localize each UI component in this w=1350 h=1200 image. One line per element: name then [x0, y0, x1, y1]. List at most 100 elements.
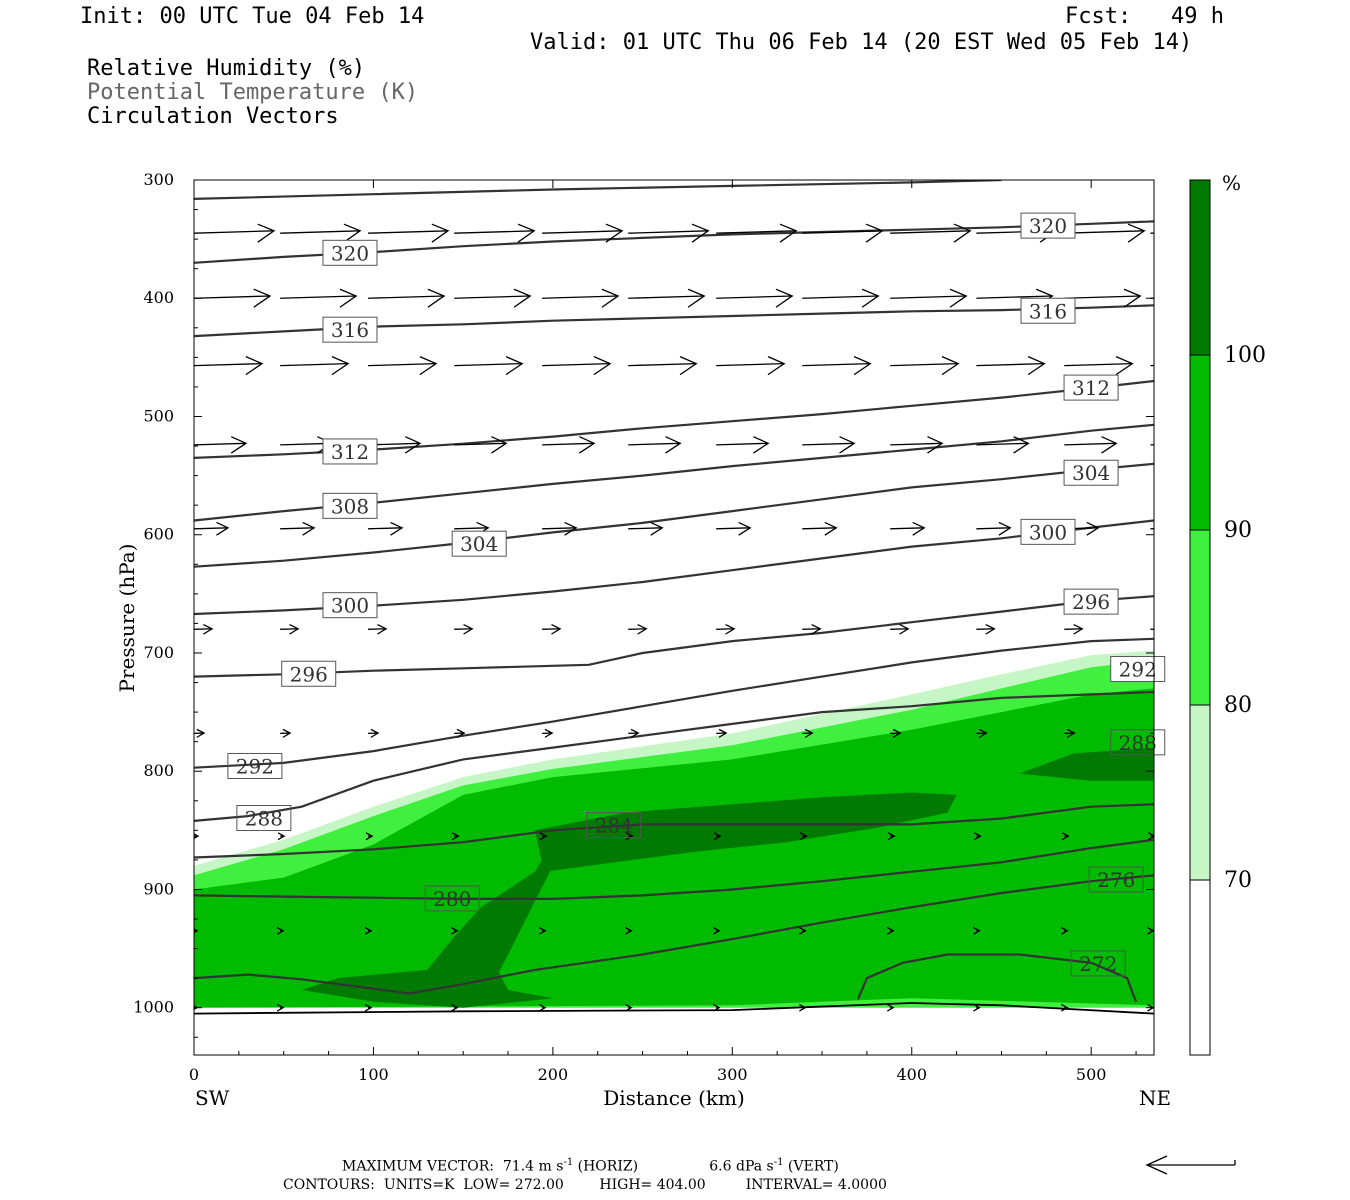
wind-vector-5-7 [802, 623, 822, 635]
wind-vector-head [289, 623, 300, 635]
wind-vector-head [203, 623, 214, 635]
x-end-label-left: SW [195, 1086, 230, 1110]
contours-low-label: LOW= [463, 1177, 511, 1193]
wind-vector-head [194, 833, 200, 840]
wind-vector-head [1210, 289, 1226, 307]
colorbar-label-90: 90 [1224, 518, 1252, 543]
wind-vector-0-2 [368, 223, 450, 243]
wind-vector-head [450, 926, 459, 935]
wind-vector-head [861, 288, 880, 308]
wind-vector-6-8 [890, 728, 902, 738]
colorbar-label-80: 80 [1224, 693, 1252, 718]
horiz-unit: m s [538, 1158, 564, 1175]
wind-vector-head [1101, 436, 1118, 454]
wind-vector-3-10 [1064, 436, 1118, 454]
wind-vector-shaft [1064, 230, 1145, 234]
wind-vector-shaft [1150, 628, 1154, 630]
wind-vector-1-11 [1150, 289, 1226, 307]
max-vector-line: MAXIMUM VECTOR: 71.4 m s-1 (HORIZ) 6.6 d… [342, 1157, 839, 1175]
wind-vector-9-5 [624, 1003, 633, 1012]
wind-vector-1-10 [1064, 288, 1142, 308]
colorbar-unit: % [1222, 171, 1241, 195]
colorbar: 70 80 90 100% [1189, 171, 1266, 1056]
wind-vector-4-4 [542, 521, 578, 536]
theta-label-276-a: 276 [1088, 866, 1144, 893]
wind-vector-shaft [802, 442, 855, 446]
wind-vector-shaft [454, 362, 523, 367]
wind-vector-head [377, 623, 388, 635]
wind-vector-5-9 [976, 623, 996, 635]
colorbar-segment-2 [1190, 530, 1210, 705]
colorbar-label-100: 100 [1224, 343, 1266, 368]
wind-vector-head [973, 926, 981, 935]
wind-vector-shaft [1064, 295, 1141, 299]
wind-vector-head [712, 1003, 721, 1012]
theta-label-text: 316 [331, 318, 369, 342]
wind-vector-9-6 [712, 1003, 721, 1012]
wind-vector-7-10 [1061, 832, 1070, 841]
rh-band-100-region-2 [1019, 747, 1154, 781]
wind-vector-head [593, 356, 612, 376]
wind-vector-shaft [280, 230, 361, 234]
wind-vector-6-11 [1150, 728, 1154, 738]
wind-vector-head [1061, 926, 1069, 935]
wind-vector-head [1066, 728, 1076, 738]
x-tick-label-0: 0 [189, 1065, 199, 1084]
wind-vector-shaft [802, 295, 879, 299]
theta-label-text: 280 [433, 887, 471, 911]
wind-vector-shaft [280, 362, 349, 367]
wind-vector-shaft [368, 362, 437, 367]
wind-vector-head [605, 223, 624, 243]
wind-vector-shaft [628, 362, 697, 367]
wind-vector-0-0 [194, 223, 276, 243]
theta-label-box [227, 752, 283, 779]
wind-vector-7-1 [277, 832, 286, 841]
legend-vectors: Circulation Vectors [87, 104, 339, 129]
wind-vector-head [230, 436, 248, 454]
vert-value: 6.6 [709, 1158, 732, 1175]
wind-vector-head [601, 288, 620, 308]
wind-vector-head [513, 288, 532, 308]
wind-vector-8-4 [538, 926, 547, 935]
wind-vector-shaft [802, 527, 837, 530]
wind-vector-shaft [628, 295, 705, 299]
x-tick-label-500: 500 [1076, 1065, 1107, 1084]
wind-vector-head [276, 926, 285, 935]
theta-label-box [322, 239, 378, 266]
wind-vector-0-1 [280, 223, 362, 243]
theta-label-box [236, 805, 292, 832]
wind-vector-shaft [890, 442, 943, 446]
legend-rh: Relative Humidity (%) [87, 56, 366, 81]
wind-vector-shaft [716, 442, 769, 446]
wind-vector-2-8 [890, 356, 960, 376]
wind-vector-6-0 [194, 728, 206, 738]
wind-vector-shaft [542, 527, 577, 530]
theta-label-box [322, 592, 378, 619]
wind-vector-head [949, 288, 968, 308]
wind-vector-5-0 [194, 623, 214, 635]
wind-vector-shaft [280, 295, 357, 299]
wind-vector-head [364, 1003, 373, 1012]
wind-vector-shaft [368, 295, 445, 299]
wind-vector-4-9 [976, 521, 1012, 536]
wind-vector-head [899, 623, 910, 635]
wind-vector-head [767, 356, 786, 376]
wind-vector-head [691, 223, 710, 243]
wind-vector-head [253, 288, 272, 308]
theta-label-text: 304 [1072, 461, 1110, 485]
wind-vector-shaft [976, 628, 995, 630]
wind-vector-2-10 [1064, 356, 1134, 376]
theta-label-300-a: 300 [322, 592, 378, 619]
wind-vector-2-2 [368, 356, 438, 376]
wind-vector-head [282, 728, 292, 738]
wind-vector-shaft [542, 295, 619, 299]
wind-vector-1-4 [542, 288, 620, 308]
wind-vector-head [973, 832, 982, 841]
wind-vector-4-11 [1150, 528, 1154, 530]
wind-vector-head [578, 436, 596, 454]
wind-vector-head [544, 728, 554, 738]
wind-vector-head [564, 521, 578, 536]
theta-label-box [1020, 297, 1076, 324]
wind-vector-head [953, 223, 972, 243]
valid-time: Valid: 01 UTC Thu 06 Feb 14 (20 EST Wed … [530, 30, 1193, 55]
